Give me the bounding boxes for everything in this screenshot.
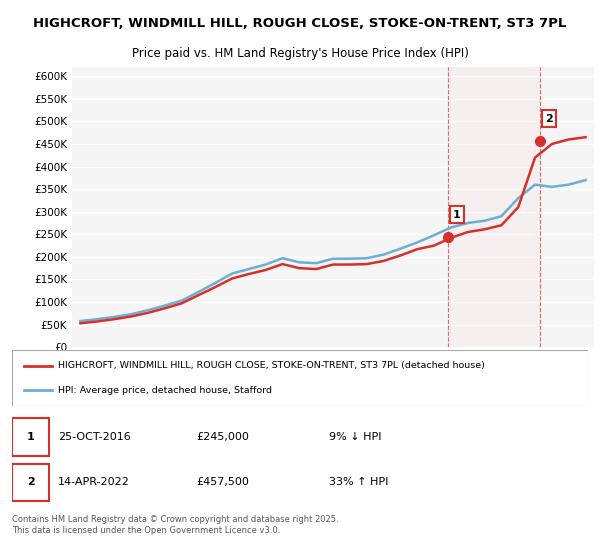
Text: 9% ↓ HPI: 9% ↓ HPI bbox=[329, 432, 382, 442]
Text: HIGHCROFT, WINDMILL HILL, ROUGH CLOSE, STOKE-ON-TRENT, ST3 7PL: HIGHCROFT, WINDMILL HILL, ROUGH CLOSE, S… bbox=[34, 17, 566, 30]
Text: Contains HM Land Registry data © Crown copyright and database right 2025.
This d: Contains HM Land Registry data © Crown c… bbox=[12, 515, 338, 535]
Text: Price paid vs. HM Land Registry's House Price Index (HPI): Price paid vs. HM Land Registry's House … bbox=[131, 47, 469, 60]
Text: 1: 1 bbox=[27, 432, 35, 442]
FancyBboxPatch shape bbox=[12, 350, 588, 406]
FancyBboxPatch shape bbox=[12, 418, 49, 456]
Text: 33% ↑ HPI: 33% ↑ HPI bbox=[329, 478, 388, 487]
Text: 1: 1 bbox=[453, 209, 461, 220]
Text: 14-APR-2022: 14-APR-2022 bbox=[58, 478, 130, 487]
Text: HPI: Average price, detached house, Stafford: HPI: Average price, detached house, Staf… bbox=[58, 386, 272, 395]
Text: HIGHCROFT, WINDMILL HILL, ROUGH CLOSE, STOKE-ON-TRENT, ST3 7PL (detached house): HIGHCROFT, WINDMILL HILL, ROUGH CLOSE, S… bbox=[58, 361, 485, 370]
Text: 2: 2 bbox=[545, 114, 553, 124]
FancyBboxPatch shape bbox=[12, 464, 49, 501]
Text: 2: 2 bbox=[27, 478, 35, 487]
Text: 25-OCT-2016: 25-OCT-2016 bbox=[58, 432, 131, 442]
Text: £245,000: £245,000 bbox=[196, 432, 249, 442]
Bar bbox=[448, 67, 540, 347]
Text: £457,500: £457,500 bbox=[196, 478, 249, 487]
